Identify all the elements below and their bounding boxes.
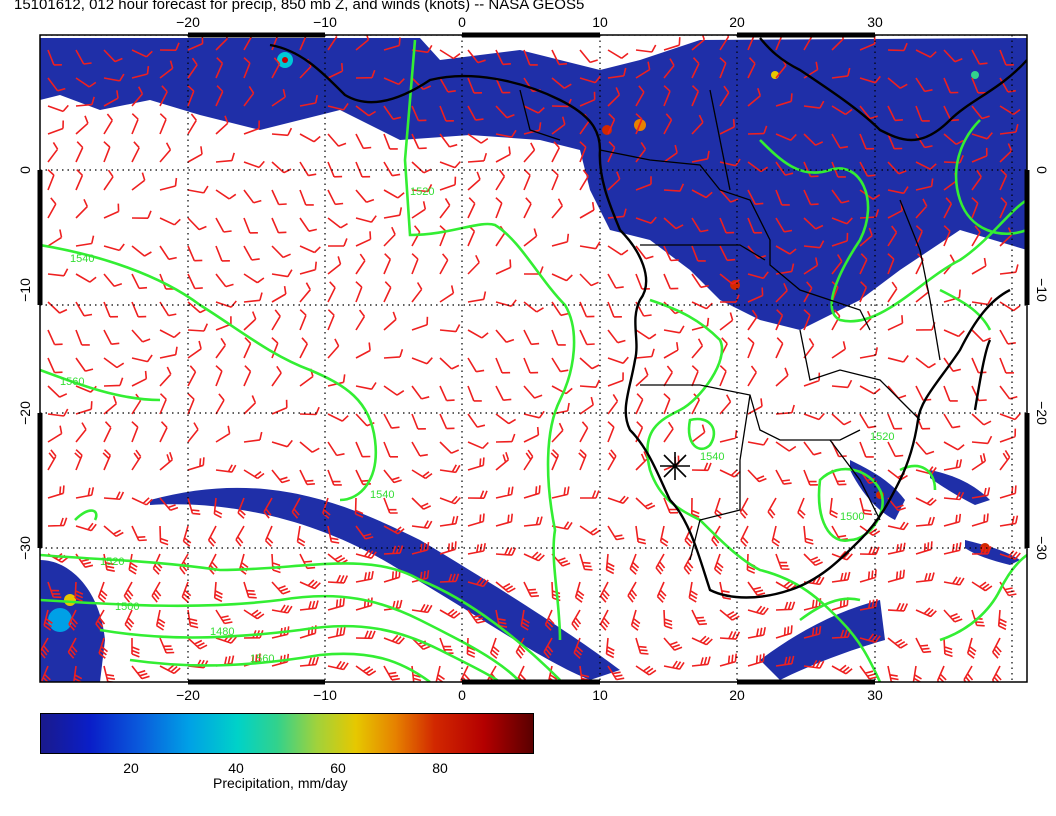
precipitation-field	[40, 38, 1027, 682]
lat-label-left-2: −10	[17, 278, 33, 302]
colorbar-tick-60: 60	[330, 760, 346, 776]
lon-label-top-4: 10	[592, 14, 608, 30]
lat-label-left-1: 0	[17, 166, 33, 174]
contour-label-1: 1540	[70, 253, 94, 265]
lon-label-top-2: −10	[313, 14, 337, 30]
colorbar-tick-20: 20	[123, 760, 139, 776]
contour-label-5: 1520	[100, 556, 124, 568]
contour-label-2: 1560	[60, 376, 84, 388]
contour-label-11: 1500	[840, 511, 864, 523]
colorbar-tick-40: 40	[228, 760, 244, 776]
lon-label-bottom-3: 0	[458, 687, 466, 700]
map-title: 15101612, 012 hour forecast for precip, …	[14, 0, 585, 13]
station-marker	[660, 452, 690, 480]
lon-label-bottom-6: 30	[867, 687, 883, 700]
lat-label-right-3: −20	[1034, 401, 1050, 425]
weather-map: 1540 1560 1520 1540 1520 1500 1480 1560 1540 1520…	[17, 14, 1050, 700]
colorbar-label: Precipitation, mm/day	[213, 775, 348, 791]
precip-colorbar	[40, 713, 534, 754]
contour-label-7: 1480	[210, 626, 234, 638]
lat-label-right-1: 0	[1034, 166, 1050, 174]
contour-label-9: 1540	[700, 451, 724, 463]
coastlines	[269, 37, 1027, 599]
frame-ticks	[37, 32, 1030, 685]
lon-label-top-3: 0	[458, 14, 466, 30]
lon-label-bottom-4: 10	[592, 687, 608, 700]
geopotential-contours	[40, 39, 1027, 682]
colorbar-tick-80: 80	[432, 760, 448, 776]
lon-label-top-1: −20	[176, 14, 200, 30]
lon-label-bottom-5: 20	[729, 687, 745, 700]
contour-label-8: 1560	[250, 653, 274, 665]
contour-label-4: 1540	[370, 489, 394, 501]
country-borders	[519, 89, 941, 561]
lat-label-left-4: −30	[17, 536, 33, 560]
lon-label-top-6: 30	[867, 14, 883, 30]
lat-label-right-4: −30	[1034, 536, 1050, 560]
contour-label-3: 1520	[410, 186, 434, 198]
precipitation-maxima	[48, 52, 990, 632]
lon-label-bottom-2: −10	[313, 687, 337, 700]
contour-labels: 1540 1560 1520 1540 1520 1500 1480 1560 1540 1520…	[60, 186, 894, 665]
lon-label-bottom-1: −20	[176, 687, 200, 700]
lat-label-left-3: −20	[17, 401, 33, 425]
contour-label-10: 1520	[870, 431, 894, 443]
lon-label-top-5: 20	[729, 14, 745, 30]
lat-label-right-2: −10	[1034, 278, 1050, 302]
contour-label-6: 1500	[115, 601, 139, 613]
